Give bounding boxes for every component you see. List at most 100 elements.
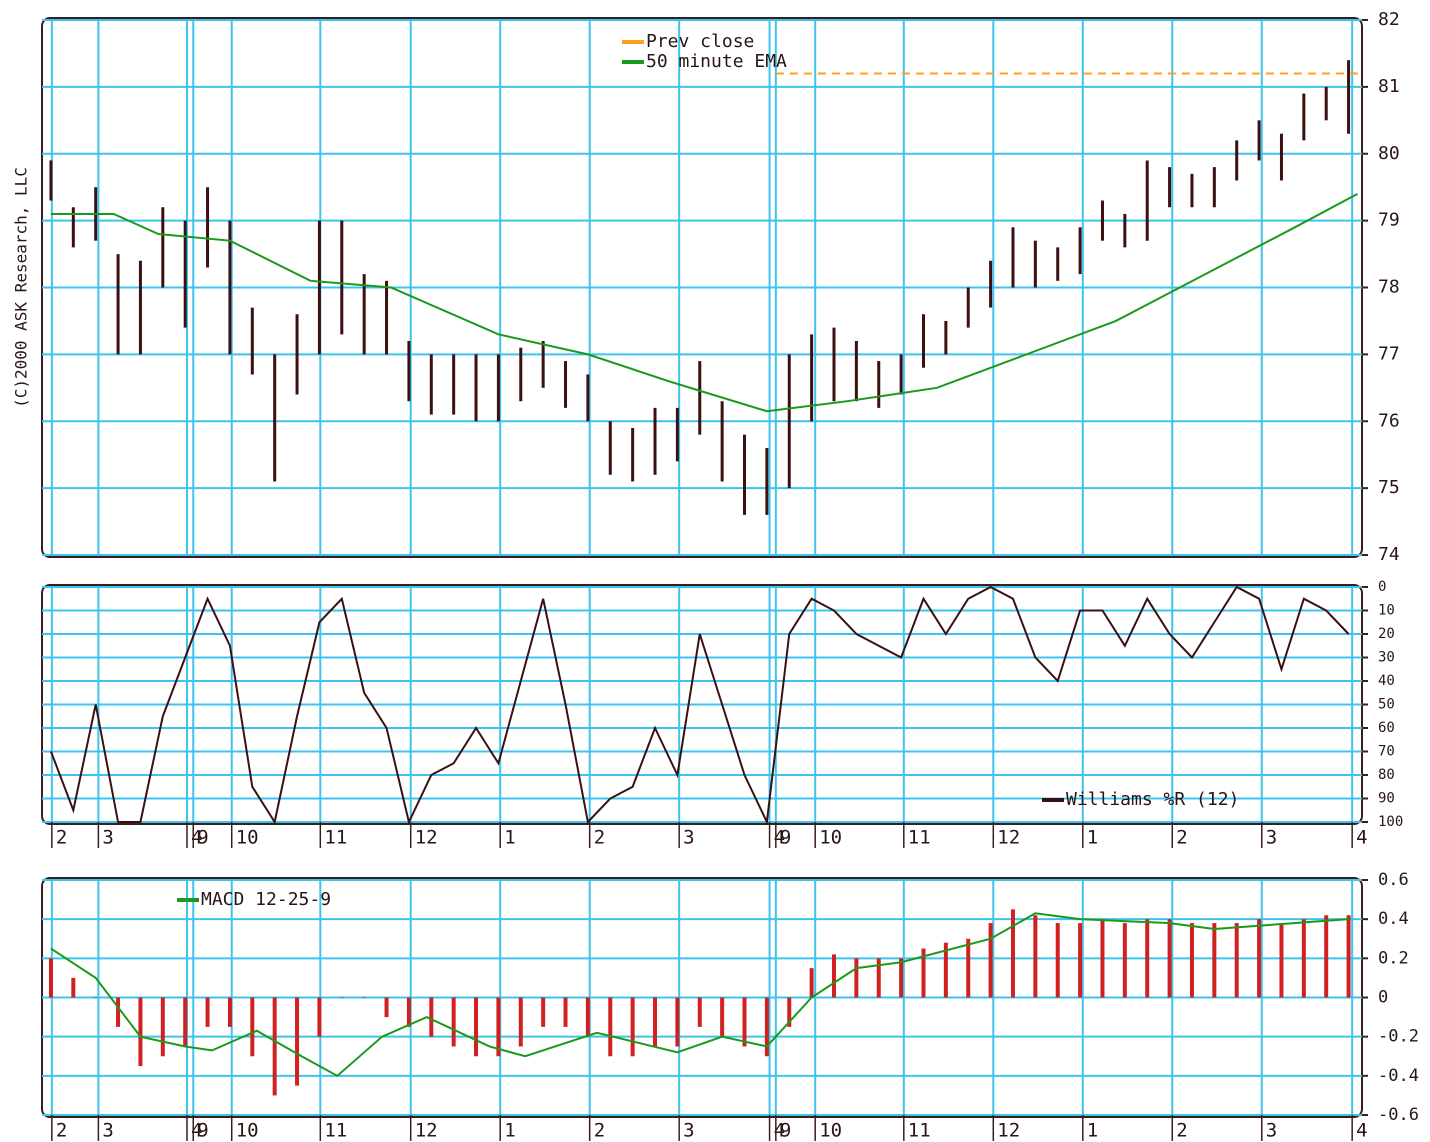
x-tick-label: 3 — [102, 1120, 113, 1142]
histogram-bar — [160, 997, 165, 1057]
x-tick-label: 4 — [774, 1120, 785, 1142]
histogram-bar — [1257, 919, 1262, 998]
histogram-bar — [474, 997, 479, 1057]
y-tick-label: 82 — [1378, 9, 1400, 30]
histogram-bar — [585, 997, 590, 1037]
histogram-bar — [295, 997, 300, 1086]
x-tick-label: 3 — [102, 827, 113, 849]
histogram-bar — [227, 997, 232, 1027]
histogram-bar — [921, 948, 926, 998]
y-tick-label: 10 — [1378, 603, 1395, 619]
x-tick-label: 1 — [504, 1120, 515, 1142]
histogram-bar — [541, 997, 546, 1027]
x-tick-label: 11 — [324, 1120, 347, 1142]
histogram-bar — [787, 997, 792, 1027]
histogram-bar — [1033, 915, 1038, 998]
x-tick-label: 1 — [504, 827, 515, 849]
x-tick-label: 4 — [1356, 827, 1367, 849]
y-tick-label: 0.4 — [1378, 909, 1409, 929]
histogram-bar — [518, 997, 523, 1047]
y-tick-label: 0.2 — [1378, 948, 1409, 968]
y-tick-label: -0.2 — [1378, 1027, 1419, 1047]
histogram-bar — [1189, 923, 1194, 998]
x-tick-label: 12 — [997, 827, 1020, 849]
histogram-bar — [138, 997, 143, 1067]
histogram-bar — [899, 958, 904, 998]
histogram-bar — [966, 938, 971, 998]
x-tick-label: 4 — [774, 827, 785, 849]
histogram-bar — [429, 997, 434, 1037]
histogram-bar — [1167, 919, 1172, 998]
histogram-bar — [876, 958, 881, 998]
legend-label: Williams %R (12) — [1066, 789, 1239, 810]
histogram-bar — [675, 997, 680, 1047]
x-tick-label: 9 — [780, 827, 791, 849]
histogram-bar — [608, 997, 613, 1057]
x-tick-label: 12 — [415, 827, 438, 849]
histogram-bar — [48, 958, 53, 998]
histogram-bar — [809, 968, 814, 998]
histogram-bar — [93, 997, 98, 998]
histogram-bar — [451, 997, 456, 1047]
histogram-bar — [854, 958, 859, 998]
y-tick-label: 100 — [1378, 814, 1403, 830]
histogram-bar — [697, 997, 702, 1027]
histogram-bar — [1100, 919, 1105, 998]
x-tick-label: 3 — [1266, 827, 1277, 849]
y-tick-label: 70 — [1378, 744, 1395, 760]
x-tick-label: 3 — [683, 1120, 694, 1142]
y-tick-label: 75 — [1378, 477, 1400, 498]
histogram-bar — [339, 997, 344, 998]
histogram-bar — [720, 997, 725, 1037]
legend-label: MACD 12-25-9 — [201, 889, 331, 910]
histogram-bar — [183, 997, 188, 1047]
histogram-bar — [71, 977, 76, 998]
legend-label: 50 minute EMA — [646, 51, 787, 72]
x-tick-label: 9 — [197, 827, 208, 849]
histogram-bar — [205, 997, 210, 1027]
histogram-bar — [563, 997, 568, 1027]
x-tick-label: 2 — [56, 827, 67, 849]
histogram-bar — [1212, 923, 1217, 998]
histogram-bar — [1145, 919, 1150, 998]
y-tick-label: 81 — [1378, 76, 1400, 97]
x-tick-label: 2 — [594, 1120, 605, 1142]
y-tick-label: 76 — [1378, 410, 1400, 431]
histogram-bar — [116, 997, 121, 1027]
histogram-bar — [1078, 923, 1083, 998]
series-line — [50, 585, 1350, 826]
histogram-bar — [943, 942, 948, 998]
histogram-bar — [1301, 919, 1306, 998]
histogram-bar — [832, 954, 836, 998]
histogram-bar — [1055, 923, 1060, 998]
legend-label: Prev close — [646, 31, 754, 52]
y-tick-label: 0.6 — [1378, 870, 1409, 890]
x-tick-label: 10 — [819, 827, 842, 849]
x-tick-label: 10 — [819, 1120, 842, 1142]
y-tick-label: 79 — [1378, 210, 1400, 231]
y-tick-label: 0 — [1378, 579, 1386, 595]
y-tick-label: 50 — [1378, 697, 1395, 713]
histogram-bar — [1234, 923, 1239, 998]
x-tick-label: 11 — [324, 827, 347, 849]
y-tick-label: 80 — [1378, 767, 1395, 783]
histogram-bar — [362, 997, 367, 998]
x-tick-label: 3 — [683, 827, 694, 849]
histogram-bar — [317, 997, 322, 1037]
histogram-bar — [764, 997, 769, 1057]
histogram-bar — [653, 997, 658, 1047]
y-tick-label: 78 — [1378, 277, 1400, 298]
x-tick-label: 3 — [1266, 1120, 1277, 1142]
x-tick-label: 9 — [197, 1120, 208, 1142]
x-tick-label: 11 — [908, 827, 931, 849]
series-line — [50, 912, 1349, 1078]
y-tick-label: 90 — [1378, 791, 1395, 807]
x-tick-label: 1 — [1087, 827, 1098, 849]
histogram-bar — [1346, 915, 1351, 998]
x-tick-label: 4 — [191, 827, 202, 849]
x-tick-label: 4 — [1356, 1120, 1367, 1142]
y-tick-label: 0 — [1378, 988, 1388, 1008]
histogram-bar — [406, 997, 411, 1027]
